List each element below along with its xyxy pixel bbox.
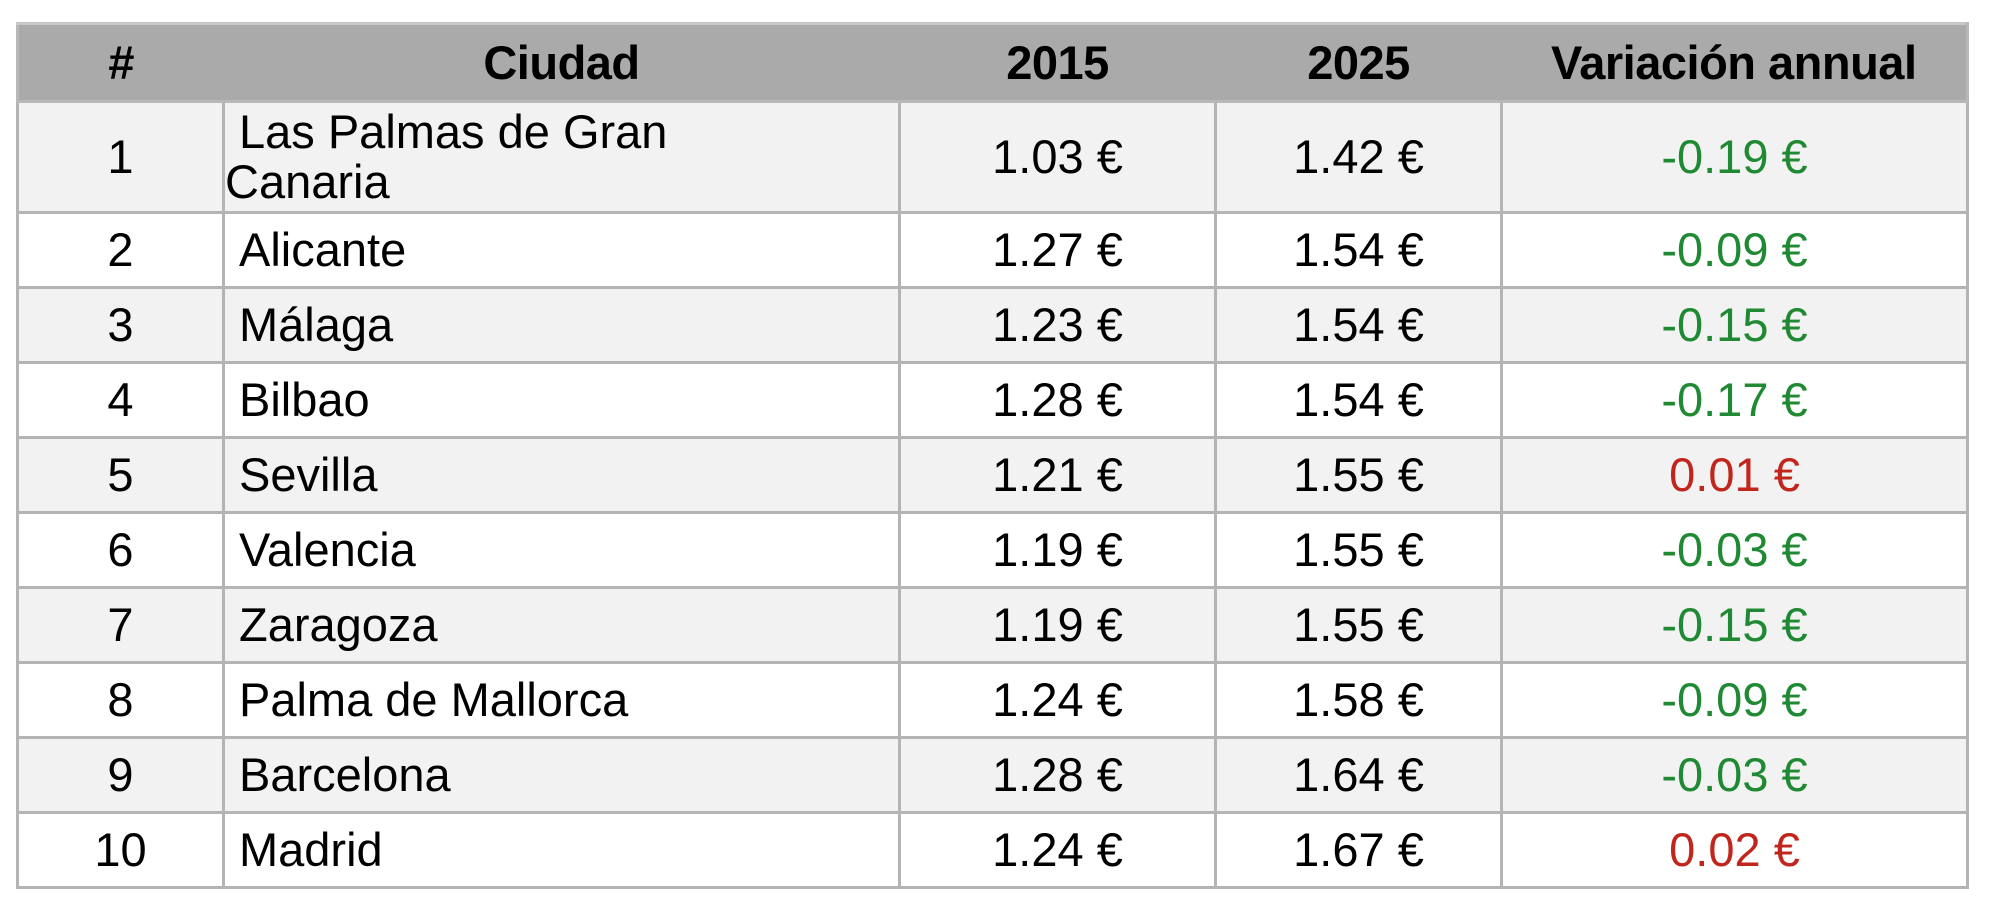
variation-cell: -0.09 € — [1500, 661, 1969, 739]
variation-cell: -0.15 € — [1500, 586, 1969, 664]
table-row: 9 Barcelona 1.28 € 1.64 € -0.03 € — [16, 736, 1969, 814]
variation-cell: -0.19 € — [1500, 100, 1969, 214]
city-cell: Palma de Mallorca — [222, 661, 901, 739]
rank-cell: 6 — [16, 511, 225, 589]
variation-cell: -0.03 € — [1500, 736, 1969, 814]
table-row: 8 Palma de Mallorca 1.24 € 1.58 € -0.09 … — [16, 661, 1969, 739]
table-row: 4 Bilbao 1.28 € 1.54 € -0.17 € — [16, 361, 1969, 439]
price-2015-cell: 1.19 € — [898, 511, 1217, 589]
city-cell: Zaragoza — [222, 586, 901, 664]
rank-cell: 7 — [16, 586, 225, 664]
city-cell: Bilbao — [222, 361, 901, 439]
price-2025-cell: 1.55 € — [1214, 586, 1503, 664]
price-2025-cell: 1.58 € — [1214, 661, 1503, 739]
price-2015-cell: 1.19 € — [898, 586, 1217, 664]
rank-cell: 5 — [16, 436, 225, 514]
variation-cell: -0.03 € — [1500, 511, 1969, 589]
header-2015: 2015 — [899, 22, 1216, 103]
rank-cell: 8 — [16, 661, 225, 739]
city-line-2: Canaria — [225, 155, 390, 208]
rank-cell: 3 — [16, 286, 225, 364]
price-2015-cell: 1.27 € — [898, 211, 1217, 289]
rank-cell: 1 — [16, 100, 225, 214]
variation-cell: -0.17 € — [1500, 361, 1969, 439]
variation-cell: -0.15 € — [1500, 286, 1969, 364]
price-2015-cell: 1.03 € — [898, 100, 1217, 214]
city-cell: Málaga — [222, 286, 901, 364]
price-2025-cell: 1.55 € — [1214, 511, 1503, 589]
price-2025-cell: 1.54 € — [1214, 361, 1503, 439]
table-row: 3 Málaga 1.23 € 1.54 € -0.15 € — [16, 286, 1969, 364]
header-2025: 2025 — [1215, 22, 1502, 103]
price-2025-cell: 1.54 € — [1214, 211, 1503, 289]
price-2015-cell: 1.21 € — [898, 436, 1217, 514]
rank-cell: 10 — [16, 811, 225, 889]
rank-cell: 4 — [16, 361, 225, 439]
price-2025-cell: 1.42 € — [1214, 100, 1503, 214]
header-rank: # — [16, 22, 224, 103]
table-row: 5 Sevilla 1.21 € 1.55 € 0.01 € — [16, 436, 1969, 514]
table-row: 7 Zaragoza 1.19 € 1.55 € -0.15 € — [16, 586, 1969, 664]
city-cell: Alicante — [222, 211, 901, 289]
table-row: 6 Valencia 1.19 € 1.55 € -0.03 € — [16, 511, 1969, 589]
city-line-1: Las Palmas de Gran — [239, 105, 668, 158]
price-2025-cell: 1.67 € — [1214, 811, 1503, 889]
header-city: Ciudad — [223, 22, 900, 103]
price-2015-cell: 1.28 € — [898, 736, 1217, 814]
rank-cell: 9 — [16, 736, 225, 814]
variation-cell: 0.02 € — [1500, 811, 1969, 889]
variation-cell: -0.09 € — [1500, 211, 1969, 289]
price-2015-cell: 1.24 € — [898, 811, 1217, 889]
city-price-table: # Ciudad 2015 2025 Variación annual 1 La… — [16, 22, 1969, 889]
city-cell: Madrid — [222, 811, 901, 889]
city-cell: Las Palmas de Gran Canaria — [222, 100, 901, 214]
table-row: 2 Alicante 1.27 € 1.54 € -0.09 € — [16, 211, 1969, 289]
table-row: 10 Madrid 1.24 € 1.67 € 0.02 € — [16, 811, 1969, 889]
table-container: # Ciudad 2015 2025 Variación annual 1 La… — [16, 22, 1969, 889]
price-2015-cell: 1.23 € — [898, 286, 1217, 364]
rank-cell: 2 — [16, 211, 225, 289]
price-2025-cell: 1.55 € — [1214, 436, 1503, 514]
price-2025-cell: 1.54 € — [1214, 286, 1503, 364]
price-2025-cell: 1.64 € — [1214, 736, 1503, 814]
table-row: 1 Las Palmas de Gran Canaria 1.03 € 1.42… — [16, 100, 1969, 214]
header-variation: Variación annual — [1501, 22, 1969, 103]
header-row: # Ciudad 2015 2025 Variación annual — [16, 22, 1969, 103]
variation-cell: 0.01 € — [1500, 436, 1969, 514]
city-cell: Sevilla — [222, 436, 901, 514]
city-cell: Valencia — [222, 511, 901, 589]
price-2015-cell: 1.28 € — [898, 361, 1217, 439]
city-cell: Barcelona — [222, 736, 901, 814]
price-2015-cell: 1.24 € — [898, 661, 1217, 739]
